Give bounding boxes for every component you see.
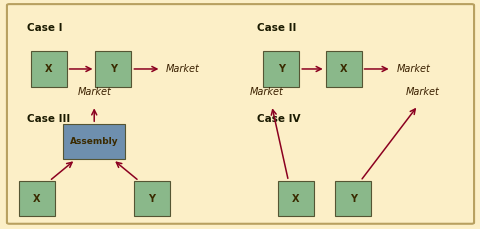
Text: Y: Y — [349, 194, 356, 204]
FancyBboxPatch shape — [95, 51, 131, 87]
FancyBboxPatch shape — [277, 181, 313, 216]
Text: Market: Market — [77, 87, 111, 97]
FancyBboxPatch shape — [263, 51, 299, 87]
Text: X: X — [33, 194, 40, 204]
Text: Y: Y — [277, 64, 284, 74]
FancyBboxPatch shape — [335, 181, 371, 216]
Text: Case IV: Case IV — [257, 114, 300, 124]
Text: Y: Y — [148, 194, 155, 204]
Text: X: X — [291, 194, 299, 204]
FancyBboxPatch shape — [133, 181, 169, 216]
Text: X: X — [45, 64, 52, 74]
FancyBboxPatch shape — [19, 181, 55, 216]
FancyBboxPatch shape — [31, 51, 67, 87]
Text: Market: Market — [166, 64, 200, 74]
Text: Market: Market — [250, 87, 283, 97]
FancyBboxPatch shape — [7, 4, 473, 224]
Text: Case II: Case II — [257, 23, 296, 33]
Text: Assembly: Assembly — [70, 137, 118, 146]
Text: Case I: Case I — [27, 23, 62, 33]
Text: Market: Market — [396, 64, 429, 74]
Text: Case III: Case III — [27, 114, 70, 124]
Text: Market: Market — [405, 87, 439, 97]
FancyBboxPatch shape — [325, 51, 361, 87]
FancyBboxPatch shape — [63, 124, 125, 159]
Text: Y: Y — [109, 64, 117, 74]
Text: X: X — [339, 64, 347, 74]
